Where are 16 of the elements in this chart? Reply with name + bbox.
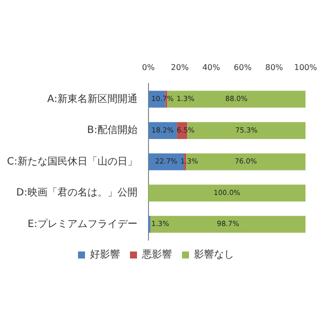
legend-label: 影響なし xyxy=(194,248,234,261)
y-tick-label: E:プレミアムフライデー xyxy=(28,218,138,230)
legend-label: 好影響 xyxy=(90,248,120,261)
x-tick-label: 40% xyxy=(202,62,221,72)
legend-label: 悪影響 xyxy=(141,248,172,261)
x-tick-label: 0% xyxy=(142,62,156,72)
y-tick-label: A:新東名新区間開通 xyxy=(47,92,138,105)
y-tick-label: B:配信開始 xyxy=(87,124,138,136)
x-tick-label: 100% xyxy=(294,62,318,72)
x-tick-label: 20% xyxy=(170,62,190,72)
x-tick-label: 80% xyxy=(265,62,284,72)
x-tick-label: 60% xyxy=(234,62,252,72)
y-tick-label: D:映画「君の名は。」公開 xyxy=(16,186,138,199)
y-tick-label: C:新たな国民休日「山の日」 xyxy=(6,155,138,168)
bar xyxy=(148,184,306,202)
bar xyxy=(150,216,306,233)
